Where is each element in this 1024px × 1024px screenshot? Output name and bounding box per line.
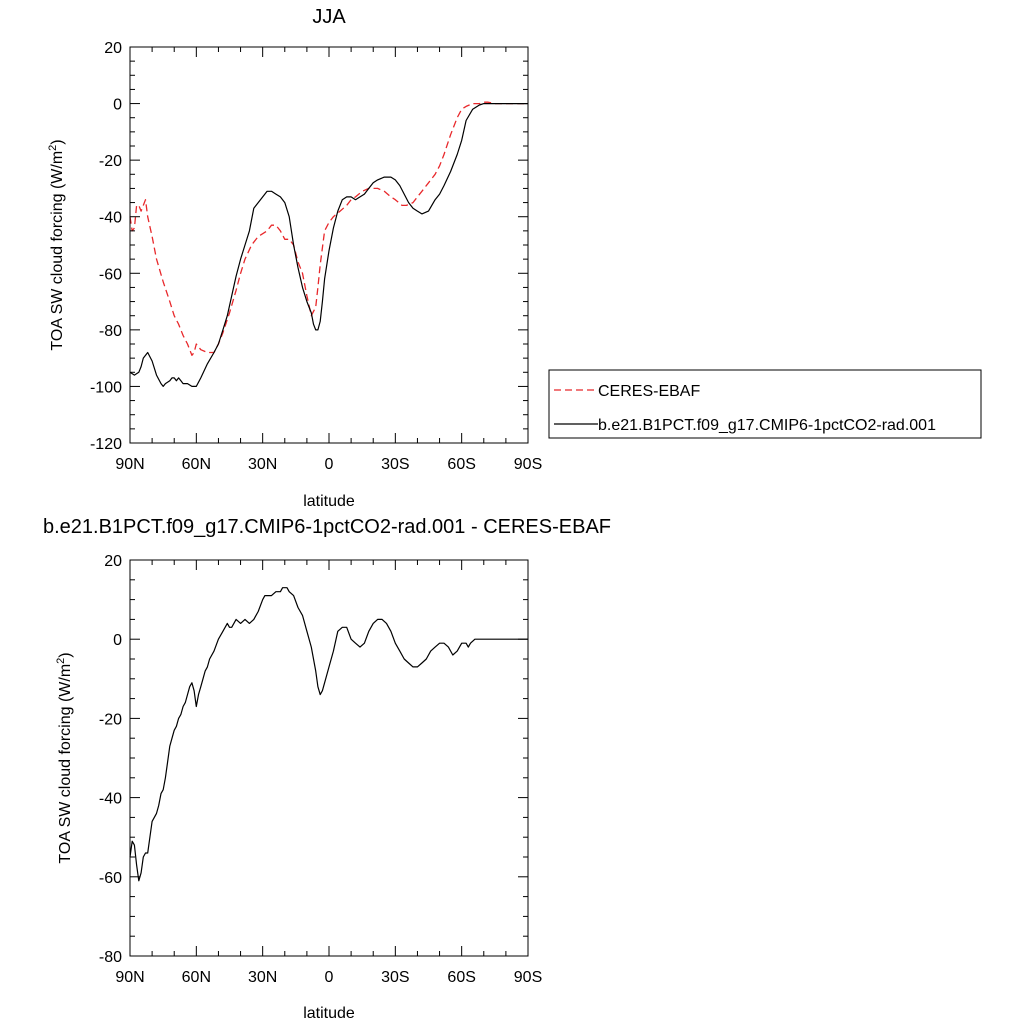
bottom-chart-title: b.e21.B1PCT.f09_g17.CMIP6-1pctCO2-rad.00…: [43, 516, 611, 538]
x-tick-label: 30S: [381, 969, 409, 986]
series-line-ceres-ebaf: [129, 101, 528, 356]
x-tick-label: 60S: [447, 456, 475, 473]
x-tick-label: 60S: [447, 969, 475, 986]
bottom-y-axis-label: TOA SW cloud forcing (W/m2): [55, 652, 74, 863]
x-tick-label: 60N: [182, 969, 211, 986]
bottom-y-axis-label-superscript: 2: [55, 658, 67, 664]
bottom-x-axis-label: latitude: [303, 1005, 355, 1022]
x-tick-label: 0: [325, 969, 334, 986]
y-tick-label: -100: [90, 379, 122, 396]
bottom-chart-marks: [129, 587, 528, 882]
x-tick-label: 30N: [248, 969, 277, 986]
bottom-plot-frame: [129, 559, 529, 957]
y-tick-label: -60: [99, 266, 122, 283]
top-chart-marks: [129, 101, 528, 387]
y-tick-label: -20: [99, 153, 122, 170]
y-tick-label: -80: [99, 323, 122, 340]
x-tick-label: 90S: [514, 969, 542, 986]
legend-label-ceres: CERES-EBAF: [598, 383, 700, 400]
y-tick-label: 20: [104, 553, 122, 570]
y-tick-label: 0: [113, 97, 122, 114]
y-tick-label: 20: [104, 40, 122, 57]
top-x-axis-label: latitude: [303, 493, 355, 510]
x-tick-label: 90S: [514, 456, 542, 473]
x-tick-label: 30N: [248, 456, 277, 473]
bottom-panel: b.e21.B1PCT.f09_g17.CMIP6-1pctCO2-rad.00…: [43, 516, 611, 1022]
bottom-y-axis-label-end: ): [57, 652, 74, 657]
y-tick-label: -60: [99, 870, 122, 887]
top-y-axis-label-main: TOA SW cloud forcing (W/m: [49, 151, 66, 351]
top-plot-frame: [129, 46, 529, 444]
top-y-axis-label: TOA SW cloud forcing (W/m2): [47, 139, 66, 350]
bottom-chart-ticks: 90N 60N 30N 0 30S 60S 90S 20 0 -20 -40 -60 -80: [99, 553, 542, 986]
bottom-y-axis-label-main: TOA SW cloud forcing (W/m: [57, 664, 74, 864]
x-tick-label: 90N: [115, 456, 144, 473]
y-tick-label: -40: [99, 791, 122, 808]
x-tick-label: 0: [325, 456, 334, 473]
x-tick-label: 60N: [182, 456, 211, 473]
top-chart-ticks: 90N 60N 30N 0 30S 60S 90S 20 0 -20 -40 -60 -80 -100 -1…: [90, 40, 542, 473]
legend-label-model: b.e21.B1PCT.f09_g17.CMIP6-1pctCO2-rad.00…: [598, 417, 936, 434]
series-line-model: [129, 103, 528, 387]
y-tick-label: -120: [90, 436, 122, 453]
top-y-axis-label-superscript: 2: [47, 145, 59, 151]
y-tick-label: -80: [99, 949, 122, 966]
top-y-axis-label-end: ): [49, 139, 66, 144]
y-tick-label: -40: [99, 210, 122, 227]
top-panel: JJA 90N 60N 30N 0 30S 60S 90S 20 0 -20 -40 -60 -80 -1…: [47, 6, 542, 510]
legend: CERES-EBAF b.e21.B1PCT.f09_g17.CMIP6-1pc…: [548, 369, 982, 439]
x-tick-label: 90N: [115, 969, 144, 986]
series-line-difference: [129, 587, 528, 882]
x-tick-label: 30S: [381, 456, 409, 473]
legend-box: [548, 369, 982, 439]
y-tick-label: 0: [113, 632, 122, 649]
top-chart-title: JJA: [312, 6, 346, 28]
y-tick-label: -20: [99, 711, 122, 728]
